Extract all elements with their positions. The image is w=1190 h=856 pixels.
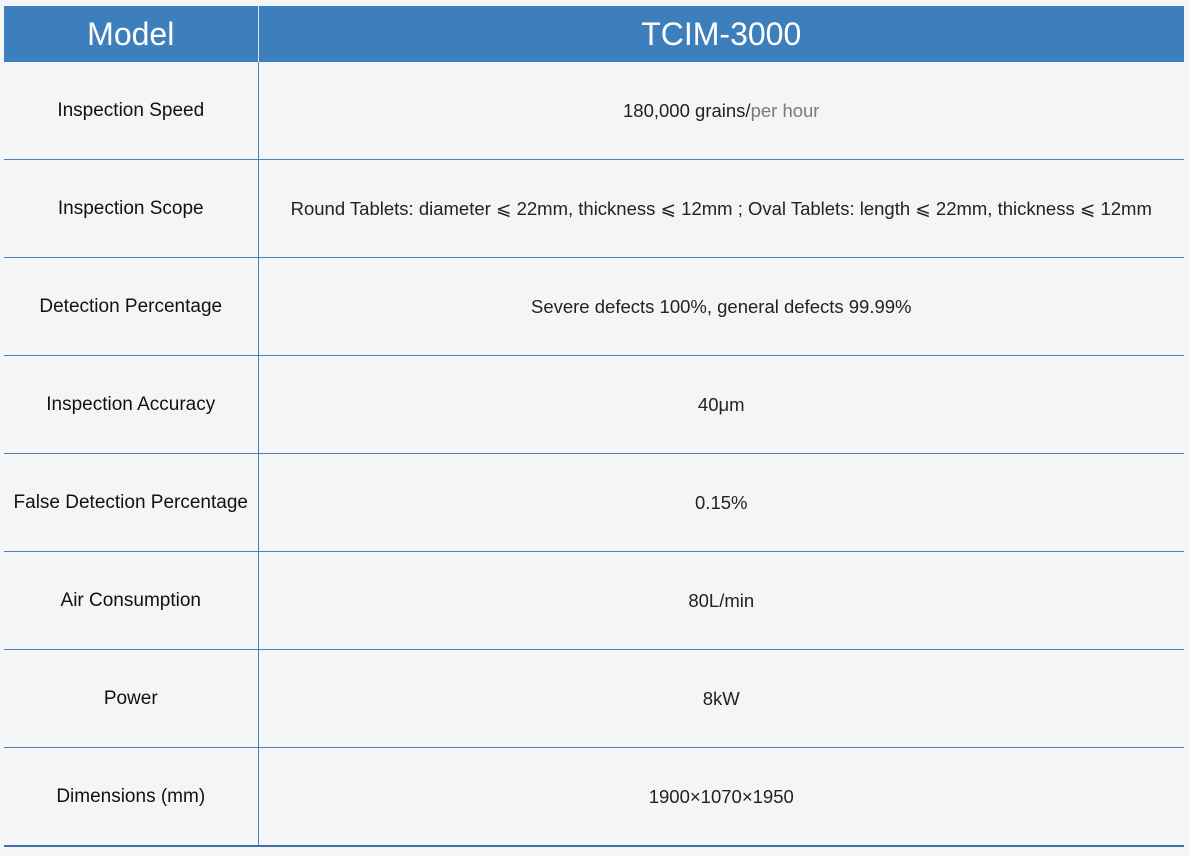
header-row: Model TCIM-3000 xyxy=(4,6,1184,62)
row-label: Power xyxy=(4,649,259,748)
row-value: 0.15% xyxy=(258,453,1184,552)
row-label: Detection Percentage xyxy=(4,257,259,356)
row-label: False Detection Percentage xyxy=(4,453,259,552)
row-value: 1900×1070×1950 xyxy=(258,747,1184,847)
header-model-value: TCIM-3000 xyxy=(258,6,1184,62)
row-label: Air Consumption xyxy=(4,551,259,650)
row-value: Round Tablets: diameter ⩽ 22mm, thicknes… xyxy=(258,159,1184,258)
table-row: Detection Percentage Severe defects 100%… xyxy=(4,257,1184,356)
table-row: False Detection Percentage 0.15% xyxy=(4,453,1184,552)
table-row: Air Consumption 80L/min xyxy=(4,551,1184,650)
table-row: Inspection Accuracy 40μm xyxy=(4,355,1184,454)
row-value: 80L/min xyxy=(258,551,1184,650)
header-label: Model xyxy=(4,6,259,62)
row-value: 8kW xyxy=(258,649,1184,748)
row-value: 180,000 grains/per hour xyxy=(258,62,1184,160)
spec-table: Model TCIM-3000 Inspection Speed 180,000… xyxy=(4,6,1184,847)
table-row: Power 8kW xyxy=(4,649,1184,748)
row-value: Severe defects 100%, general defects 99.… xyxy=(258,257,1184,356)
row-label: Dimensions (mm) xyxy=(4,747,259,847)
row-label: Inspection Speed xyxy=(4,62,259,160)
table-row: Inspection Speed 180,000 grains/per hour xyxy=(4,62,1184,160)
row-value-main: 180,000 grains/ xyxy=(623,99,751,121)
row-label: Inspection Scope xyxy=(4,159,259,258)
table-row: Dimensions (mm) 1900×1070×1950 xyxy=(4,747,1184,847)
row-label: Inspection Accuracy xyxy=(4,355,259,454)
row-value: 40μm xyxy=(258,355,1184,454)
table-row: Inspection Scope Round Tablets: diameter… xyxy=(4,159,1184,258)
row-value-suffix: per hour xyxy=(750,99,820,121)
